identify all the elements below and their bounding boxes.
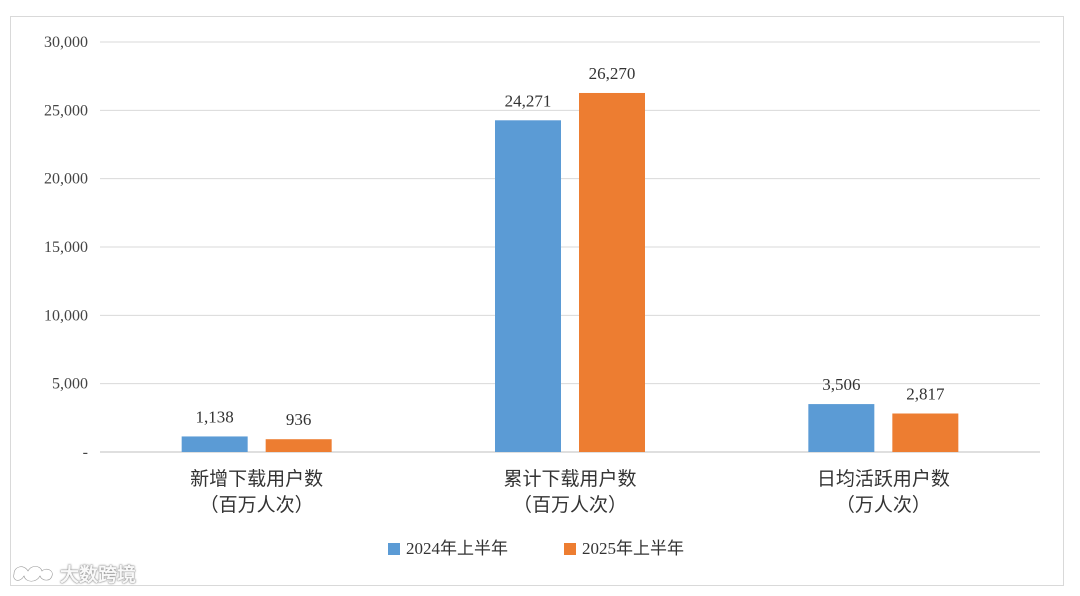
bar: [181, 436, 248, 452]
data-label: 936: [286, 410, 312, 429]
y-tick-label: 5,000: [52, 376, 88, 393]
data-label: 2,817: [906, 385, 945, 404]
category-label: （百万人次）: [200, 494, 314, 516]
gridlines: [100, 41, 1040, 453]
category-label: （百万人次）: [513, 494, 627, 516]
watermark-text: 大数跨境: [60, 564, 137, 586]
data-label: 1,138: [196, 407, 234, 426]
data-label: 26,270: [589, 64, 636, 83]
bars: [181, 92, 959, 453]
category-label: 累计下载用户数: [503, 468, 636, 490]
legend-swatch: [388, 543, 400, 555]
bar: [579, 92, 645, 452]
bar: [808, 404, 875, 452]
y-tick-label: 15,000: [44, 239, 88, 256]
category-label: 日均活跃用户数: [817, 468, 950, 490]
category-label: （万人次）: [836, 494, 931, 516]
data-label: 3,506: [822, 375, 860, 394]
y-tick-label: 25,000: [44, 102, 88, 119]
legend-label: 2025年上半年: [582, 539, 684, 558]
data-label: 24,271: [505, 91, 552, 110]
y-tick-label: 30,000: [44, 34, 88, 51]
brand-logo-icon: [12, 564, 54, 582]
legend: 2024年上半年 2025年上半年: [388, 539, 684, 558]
y-tick-label: 10,000: [44, 307, 88, 324]
data-labels: 1,138 936 24,271 26,270 3,506 2,817: [196, 64, 945, 429]
legend-label: 2024年上半年: [406, 539, 508, 558]
watermark: 大数跨境: [8, 560, 136, 587]
category-label: 新增下载用户数: [190, 468, 323, 490]
y-axis-ticks: - 5,000 10,000 15,000 20,000 25,000 30,000: [44, 34, 88, 461]
bar: [495, 120, 561, 453]
legend-swatch: [564, 543, 576, 555]
y-tick-label: -: [83, 444, 88, 461]
bar: [265, 439, 332, 452]
bar: [892, 413, 959, 452]
y-tick-label: 20,000: [44, 171, 88, 188]
x-axis-categories: 新增下载用户数 （百万人次） 累计下载用户数 （百万人次） 日均活跃用户数 （万人次）: [190, 468, 950, 516]
